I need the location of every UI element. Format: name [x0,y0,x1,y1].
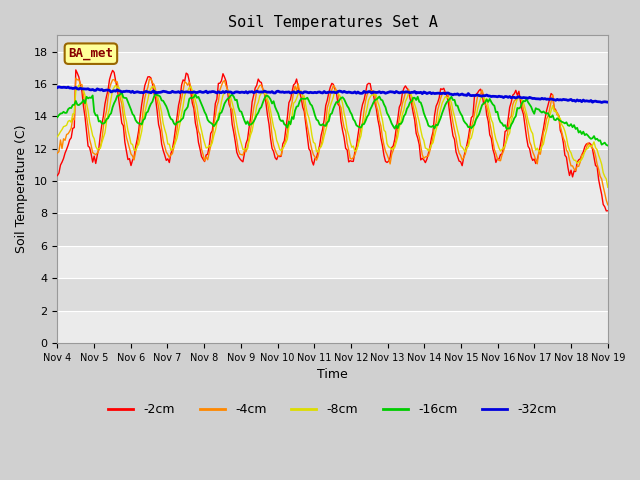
Bar [58,278,608,311]
Bar [58,149,608,181]
Y-axis label: Soil Temperature (C): Soil Temperature (C) [15,125,28,253]
Bar [58,246,608,278]
Bar [58,311,608,343]
Text: BA_met: BA_met [68,47,113,60]
Bar [58,51,608,84]
Bar [58,19,608,51]
Title: Soil Temperatures Set A: Soil Temperatures Set A [228,15,438,30]
Legend: -2cm, -4cm, -8cm, -16cm, -32cm: -2cm, -4cm, -8cm, -16cm, -32cm [104,398,562,421]
X-axis label: Time: Time [317,368,348,381]
Bar [58,84,608,116]
Bar [58,116,608,149]
Bar [58,181,608,214]
Bar [58,214,608,246]
